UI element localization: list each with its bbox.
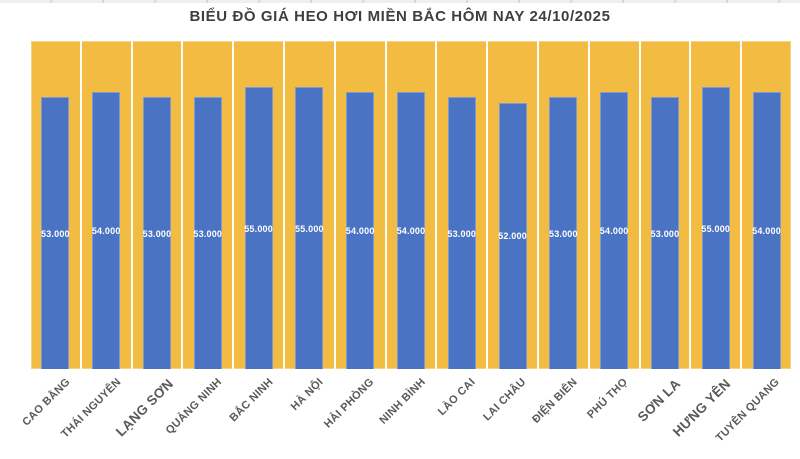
x-axis-label: CAO BẰNG	[20, 376, 73, 429]
category-column: 54.000	[742, 41, 791, 369]
category-column: 55.000	[691, 41, 743, 369]
x-axis-label: LAI CHÂU	[481, 376, 529, 424]
price-bar: 53.000	[193, 97, 223, 369]
bar-value-label: 55.000	[701, 223, 731, 234]
bar-value-label: 54.000	[599, 226, 629, 237]
price-bar: 53.000	[143, 97, 171, 369]
x-axis-cell: LẠNG SƠN	[113, 369, 183, 459]
category-column: 55.000	[234, 41, 285, 369]
bar-value-label: 55.000	[295, 223, 324, 234]
bar-value-label: 53.000	[447, 228, 477, 239]
bar-value-label: 53.000	[41, 228, 70, 239]
x-axis-label: LÀO CAI	[436, 376, 479, 418]
category-column: 55.000	[285, 41, 336, 369]
price-bar: 52.000	[498, 102, 527, 369]
price-bar: 54.000	[346, 92, 374, 369]
x-axis-label: SƠN LA	[634, 376, 684, 425]
plot-area: 53.000 54.000 53.000 53.000 55.000 55.00…	[31, 41, 791, 369]
price-bar: 53.000	[447, 97, 477, 369]
category-column: 53.000	[183, 41, 235, 369]
x-axis-cell: PHÚ THỌ	[585, 369, 639, 459]
bar-value-label: 52.000	[498, 231, 527, 242]
price-bar: 53.000	[651, 97, 679, 369]
bar-value-label: 54.000	[752, 226, 781, 237]
x-axis-cell: BẮC NINH	[227, 369, 285, 459]
price-bar: 54.000	[600, 92, 628, 369]
x-axis-label: BẮC NINH	[227, 376, 276, 425]
price-bar: 54.000	[397, 92, 425, 369]
category-column: 53.000	[133, 41, 184, 369]
x-axis-cell: NINH BÌNH	[377, 369, 437, 459]
x-axis-cell: LAI CHÂU	[482, 369, 538, 459]
category-column: 53.000	[437, 41, 489, 369]
category-column: 54.000	[387, 41, 438, 369]
price-bar: 53.000	[41, 97, 70, 369]
x-axis-cell: HƯNG YÊN	[670, 369, 741, 459]
x-axis: CAO BẰNG THÁI NGUYÊN LẠNG SƠN QUẢNG NINH…	[20, 369, 791, 459]
x-axis-cell: HẢI PHÒNG	[322, 369, 386, 459]
x-axis-label: PHÚ THỌ	[585, 376, 631, 421]
bar-value-label: 53.000	[193, 228, 223, 239]
bar-value-label: 53.000	[548, 228, 578, 239]
bar-value-label: 53.000	[650, 228, 680, 239]
x-axis-label: ĐIỆN BIÊN	[529, 376, 580, 426]
bar-value-label: 53.000	[142, 228, 172, 239]
category-column: 53.000	[31, 41, 82, 369]
bar-value-label: 54.000	[91, 226, 121, 237]
x-axis-cell: THÁI NGUYÊN	[59, 369, 133, 459]
x-axis-cell: LÀO CAI	[436, 369, 487, 459]
x-axis-cell: HÀ NỘI	[284, 369, 335, 459]
price-bar: 53.000	[548, 97, 578, 369]
bar-value-label: 54.000	[396, 226, 426, 237]
category-column: 53.000	[641, 41, 692, 369]
category-column: 54.000	[82, 41, 133, 369]
x-axis-cell: TUYÊN QUANG	[714, 369, 791, 459]
bar-value-label: 54.000	[345, 226, 375, 237]
price-bar: 54.000	[92, 92, 120, 369]
category-column: 52.000	[488, 41, 539, 369]
x-axis-cell: QUẢNG NINH	[164, 369, 234, 459]
category-column: 54.000	[336, 41, 387, 369]
price-bar: 55.000	[244, 87, 273, 369]
chart-title: BIỂU ĐỒ GIÁ HEO HƠI MIỀN BẮC HÔM NAY 24/…	[189, 8, 611, 25]
category-column: 54.000	[590, 41, 641, 369]
bar-value-label: 55.000	[244, 223, 273, 234]
price-bar: 54.000	[752, 92, 781, 369]
x-axis-label: HÀ NỘI	[289, 376, 327, 413]
x-axis-cell: ĐIỆN BIÊN	[530, 369, 589, 459]
x-axis-cell: CAO BẰNG	[20, 369, 82, 459]
price-bar: 55.000	[701, 87, 731, 369]
category-column: 53.000	[539, 41, 590, 369]
spreadsheet-edge-strip	[0, 0, 800, 3]
x-axis-cell: SƠN LA	[634, 369, 690, 459]
price-bar: 55.000	[295, 87, 324, 369]
